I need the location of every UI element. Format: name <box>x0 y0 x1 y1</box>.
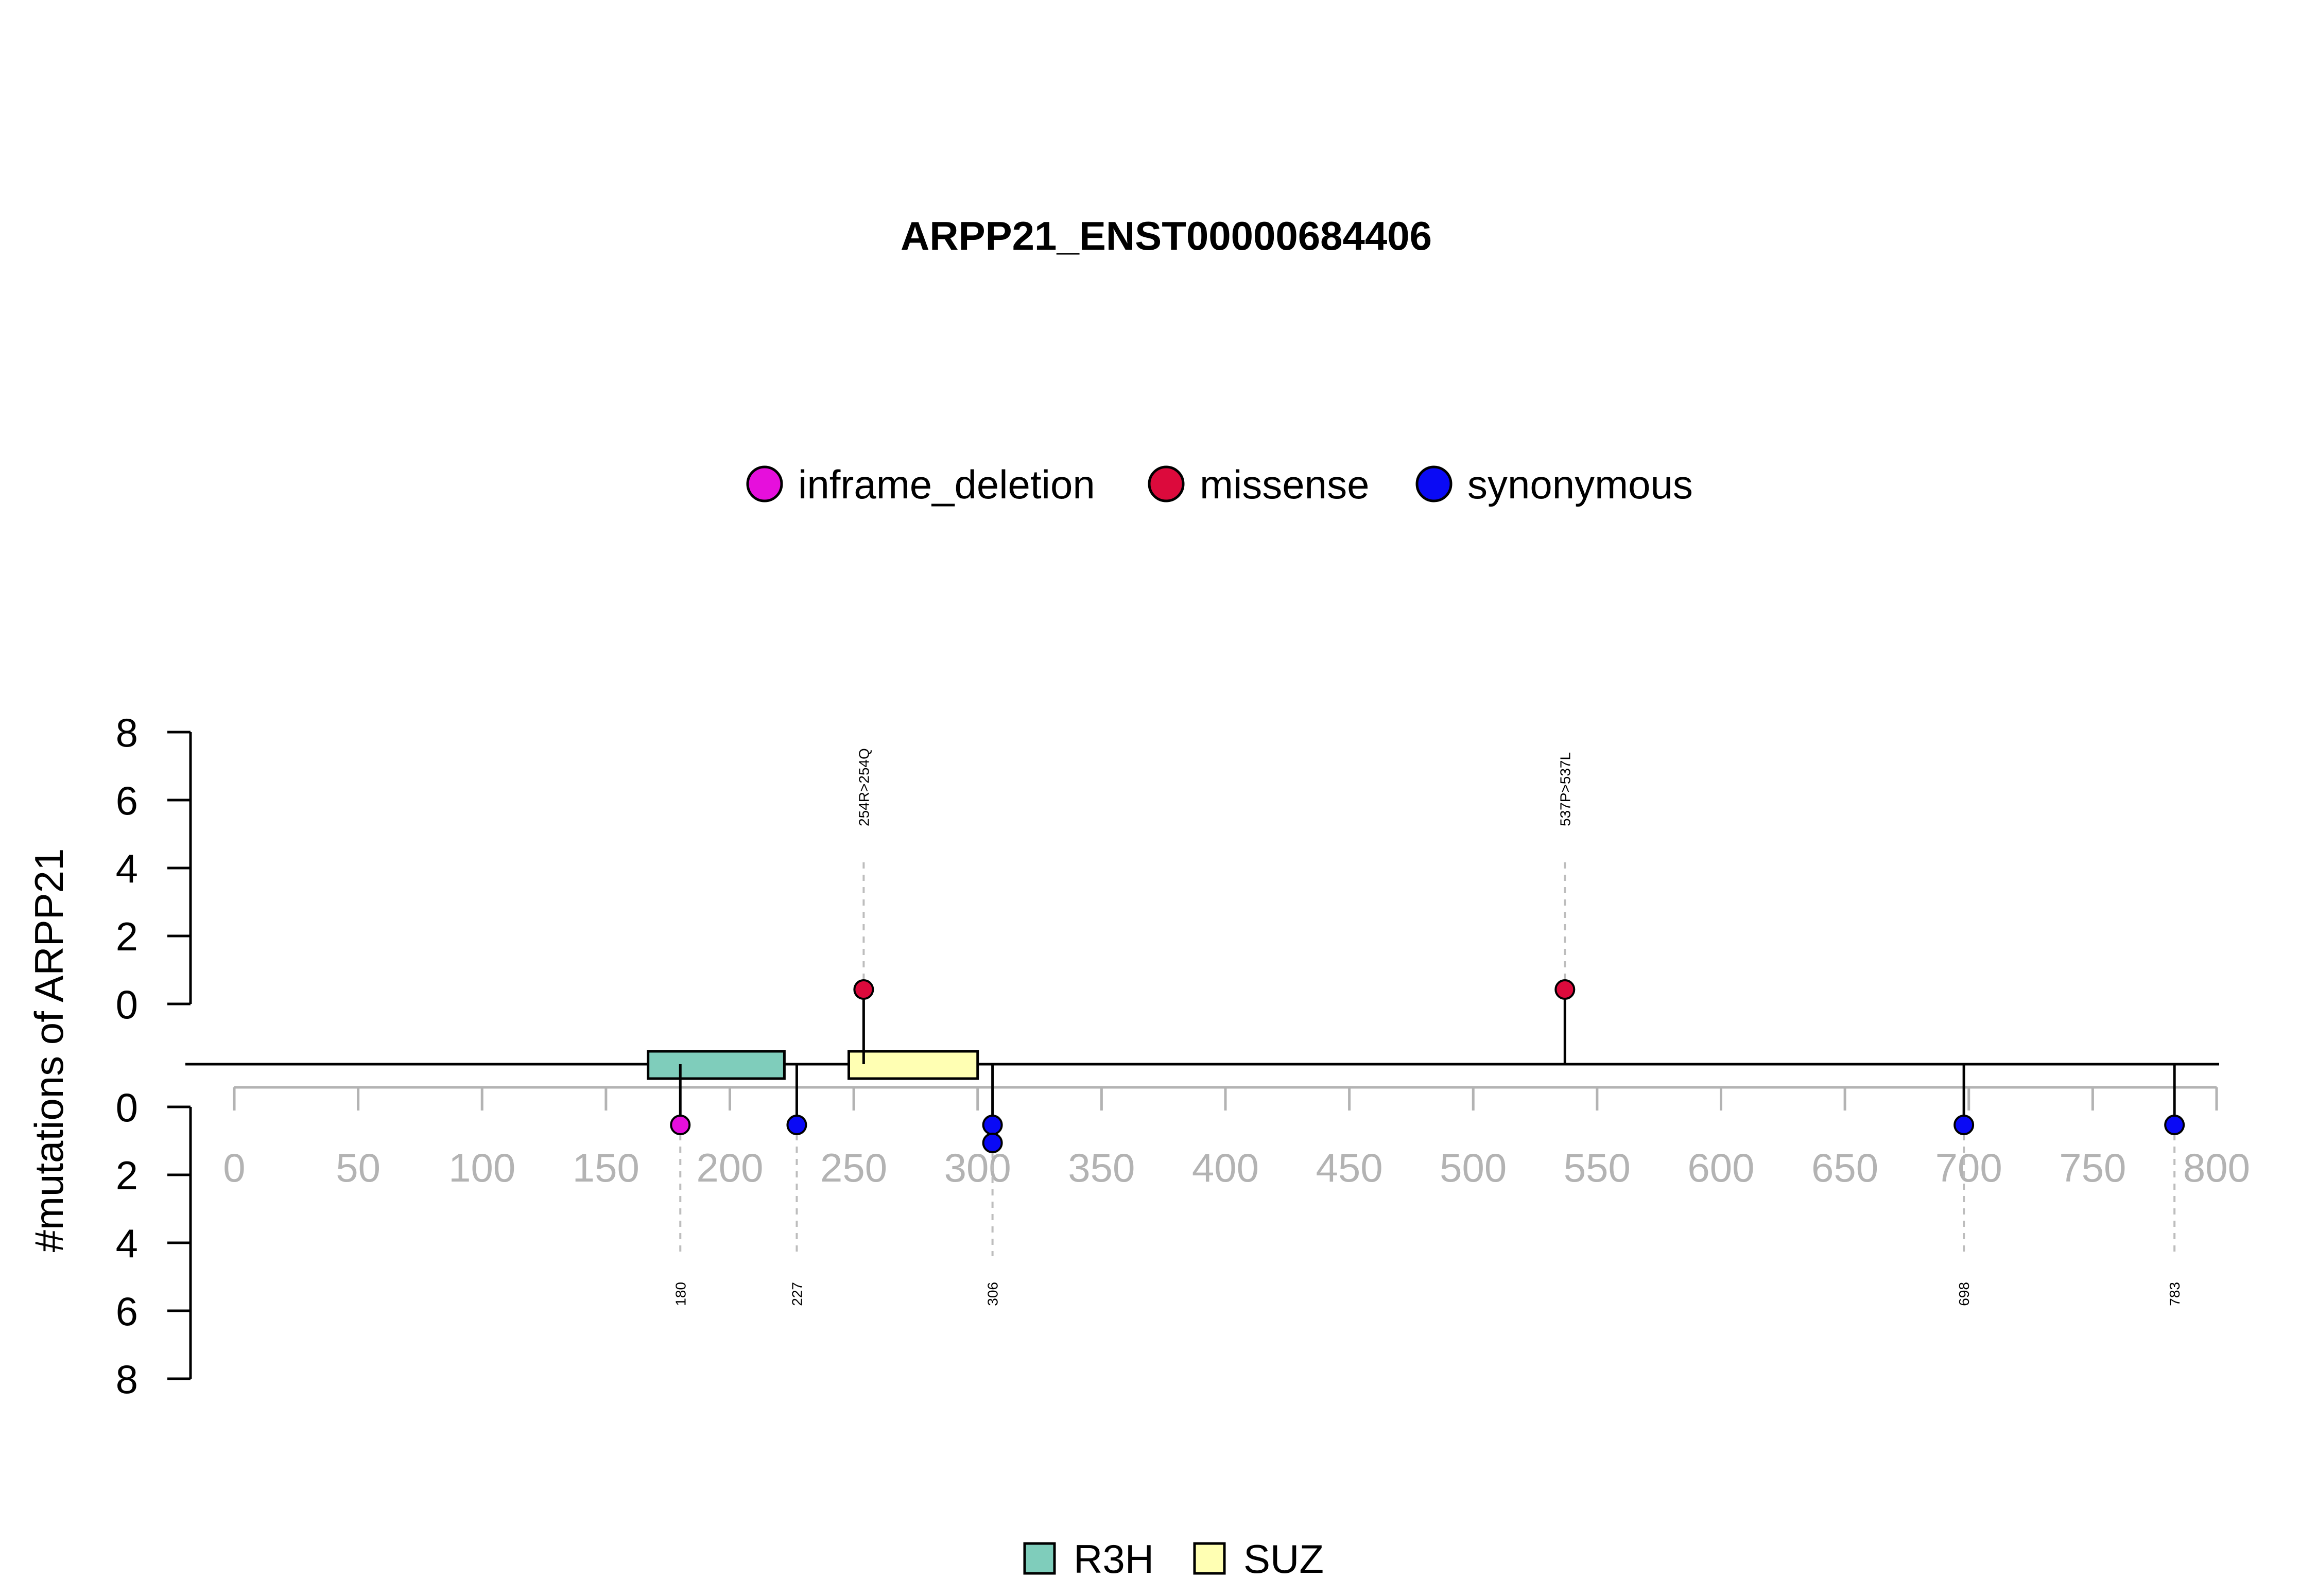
domain-r3h <box>647 1050 786 1080</box>
mutation-dot-synonymous <box>982 1115 1003 1135</box>
bottom-y-tick-label: 0 <box>116 1085 138 1130</box>
bottom-y-tick-label: 6 <box>116 1289 138 1334</box>
bottom-y-tick-label: 8 <box>116 1357 138 1402</box>
legend-swatch-r3h <box>1023 1542 1056 1575</box>
x-tick-label: 50 <box>336 1145 381 1190</box>
x-tick-label: 550 <box>1564 1145 1631 1190</box>
mutation-dot-synonymous <box>1953 1115 1975 1135</box>
top-y-tick-label: 4 <box>116 846 138 891</box>
mutation-dot-synonymous <box>982 1133 1003 1153</box>
legend-dot-synonymous <box>1415 465 1453 502</box>
mutation-label: 254R>254Q <box>856 748 872 826</box>
x-tick-label: 0 <box>223 1145 245 1190</box>
mutation-legend: inframe_deletion missense synonymous <box>746 462 1693 507</box>
x-tick-label: 300 <box>944 1145 1011 1190</box>
top-y-tick-label: 2 <box>116 914 138 959</box>
legend-dot-inframe_deletion <box>746 465 783 502</box>
x-tick-label: 600 <box>1687 1145 1754 1190</box>
x-tick-label: 450 <box>1316 1145 1383 1190</box>
legend-swatch-suz <box>1193 1542 1226 1575</box>
x-tick-label: 650 <box>1811 1145 1878 1190</box>
top-y-tick-label: 6 <box>116 778 138 823</box>
mutation-label: 698 <box>1956 1282 1972 1306</box>
mutation-label: 783 <box>2167 1282 2183 1306</box>
x-tick-label: 500 <box>1440 1145 1507 1190</box>
x-tick-label: 200 <box>696 1145 763 1190</box>
chart-title: ARPP21_ENST00000684406 <box>901 213 1432 258</box>
mutation-dot-synonymous <box>786 1115 807 1135</box>
domain-suz <box>848 1050 979 1080</box>
x-tick-label: 800 <box>2183 1145 2250 1190</box>
legend-label-suz: SUZ <box>1243 1536 1324 1582</box>
legend-label-missense: missense <box>1200 462 1369 507</box>
legend-label-r3h: R3H <box>1074 1536 1154 1582</box>
mutation-dot-missense <box>1554 979 1576 1000</box>
x-tick-label: 750 <box>2059 1145 2126 1190</box>
y-axis-label: #mutations of ARPP21 <box>26 848 72 1253</box>
bottom-y-tick-label: 4 <box>116 1221 138 1266</box>
x-tick-label: 100 <box>448 1145 515 1190</box>
legend-label-synonymous: synonymous <box>1467 462 1693 507</box>
x-tick-label: 150 <box>573 1145 639 1190</box>
mutation-dot-missense <box>853 979 874 1000</box>
mutation-label: 306 <box>985 1282 1001 1306</box>
mutation-label: 537P>537L <box>1557 752 1573 826</box>
mutation-label: 227 <box>789 1282 805 1306</box>
legend-label-inframe_deletion: inframe_deletion <box>798 462 1095 507</box>
mutation-dot-inframe_deletion <box>670 1115 691 1135</box>
x-tick-label: 250 <box>820 1145 887 1190</box>
top-y-tick-label: 0 <box>116 982 138 1027</box>
bottom-y-tick-label: 2 <box>116 1153 138 1198</box>
domain-legend: R3H SUZ <box>1023 1536 1324 1582</box>
x-tick-label: 350 <box>1068 1145 1135 1190</box>
x-tick-label: 400 <box>1192 1145 1259 1190</box>
top-y-tick-label: 8 <box>116 710 138 755</box>
x-tick-label: 700 <box>1935 1145 2002 1190</box>
legend-dot-missense <box>1148 465 1185 502</box>
mutation-dot-synonymous <box>2164 1115 2185 1135</box>
mutation-label: 180 <box>672 1282 688 1306</box>
plot-area: 0 2 4 6 8 0 2 4 6 8 0 50 100 150 200 250 300 350 400 450 500… <box>116 710 2250 1402</box>
